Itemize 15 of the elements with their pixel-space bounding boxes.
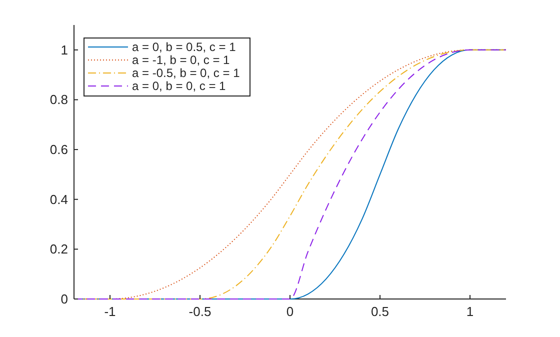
legend-label: a = -1, b = 0, c = 1 (132, 53, 230, 67)
y-tick-label: 1 (60, 42, 68, 58)
y-tick-label: 0.4 (50, 192, 68, 207)
x-tick-label: -0.5 (188, 304, 212, 319)
x-tick-label: -1 (104, 304, 116, 319)
legend-label: a = 0, b = 0.5, c = 1 (132, 40, 236, 54)
y-tick-label: 0 (60, 292, 68, 306)
x-tick-label: 1 (466, 304, 474, 319)
legend-label: a = -0.5, b = 0, c = 1 (132, 66, 240, 80)
legend-label: a = 0, b = 0, c = 1 (132, 79, 226, 93)
x-tick-label: 0 (286, 304, 294, 319)
y-tick-label: 0.8 (50, 92, 68, 108)
y-tick-label: 0.2 (50, 242, 68, 257)
y-tick-label: 0.6 (50, 142, 68, 158)
x-tick-label: 0.5 (370, 304, 390, 319)
